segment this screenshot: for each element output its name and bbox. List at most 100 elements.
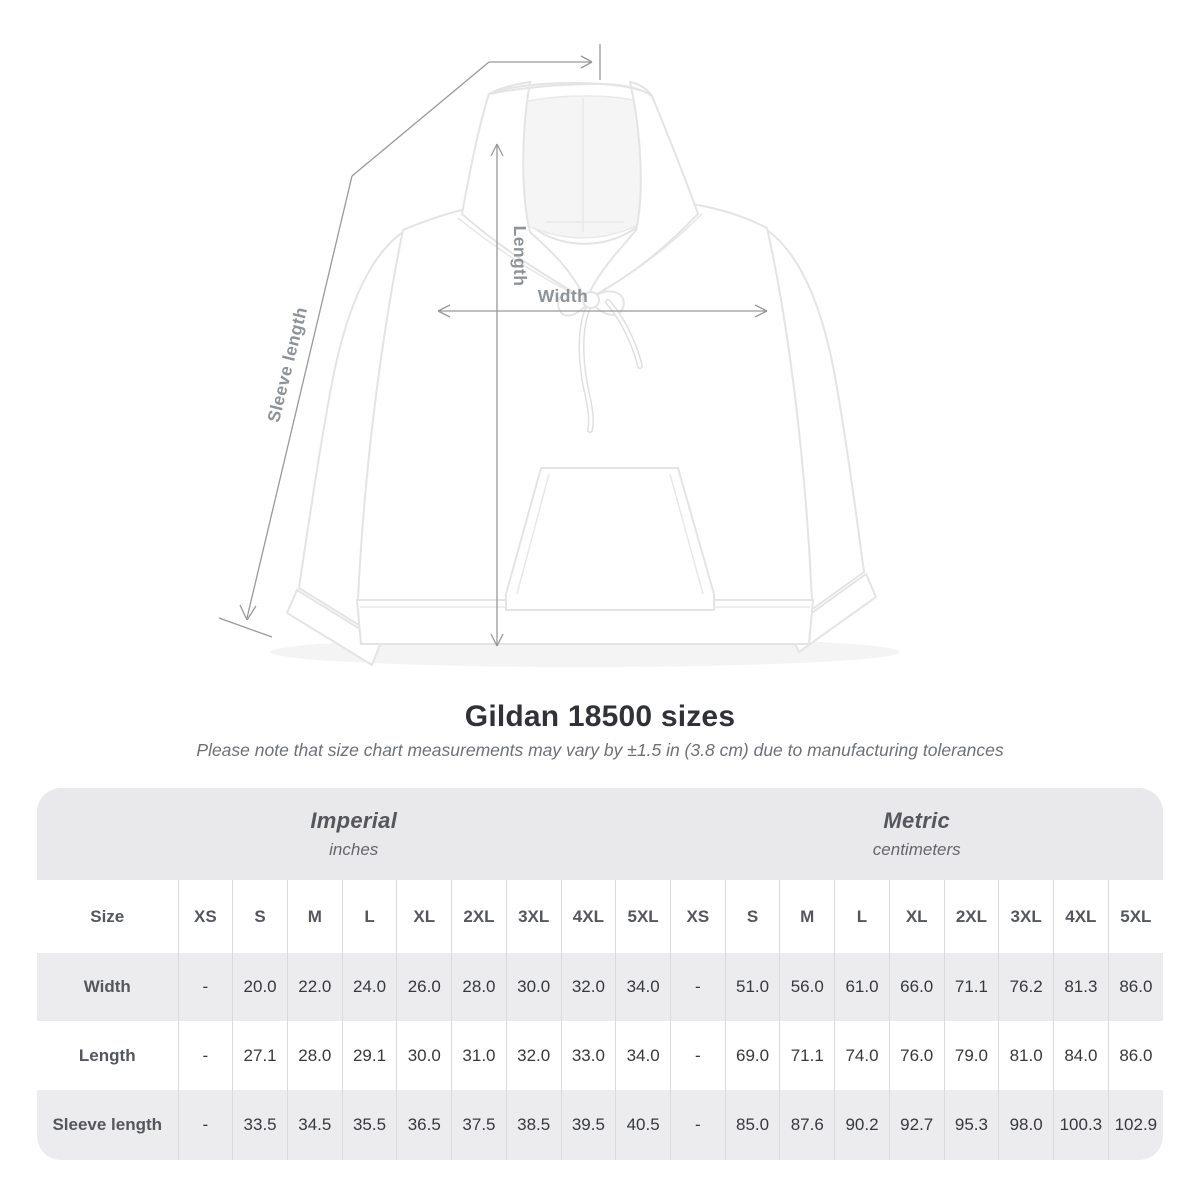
- size-table-grid: Imperial inches Metric centimeters Size …: [37, 788, 1163, 1160]
- metric-unit: centimeters: [872, 840, 961, 859]
- size-header: XS: [669, 880, 726, 953]
- row-label: Sleeve length: [37, 1090, 178, 1160]
- value-cell: 51.0: [724, 953, 780, 1021]
- value-cell: 84.0: [1053, 1021, 1109, 1090]
- value-cell: 30.0: [505, 953, 562, 1021]
- value-cell: 87.6: [779, 1090, 835, 1160]
- value-cell: 38.5: [505, 1090, 562, 1160]
- size-header: S: [724, 880, 780, 953]
- size-header: 2XL: [943, 880, 999, 953]
- value-cell: 33.5: [232, 1090, 288, 1160]
- value-cell: 76.2: [998, 953, 1054, 1021]
- length-line: [490, 143, 504, 647]
- table-row-width: Width - 20.0 22.0 24.0 26.0 28.0 30.0 32…: [37, 953, 1163, 1021]
- value-cell: 81.3: [1053, 953, 1109, 1021]
- value-cell: 39.5: [560, 1090, 616, 1160]
- value-cell: -: [177, 1021, 233, 1090]
- hood-right: [583, 80, 700, 303]
- value-cell: 102.9: [1107, 1090, 1163, 1160]
- value-cell: 33.0: [560, 1021, 616, 1090]
- value-cell: 32.0: [560, 953, 616, 1021]
- bow-knot: [582, 291, 600, 309]
- size-header: XS: [177, 880, 233, 953]
- value-cell: -: [177, 953, 233, 1021]
- size-header: 5XL: [1107, 880, 1163, 953]
- width-line: [437, 304, 768, 318]
- left-cuff: [285, 588, 383, 667]
- hoodie-illustration: [270, 80, 900, 667]
- size-column-label: Size: [37, 880, 178, 953]
- drawstrings: [557, 290, 643, 433]
- value-cell: 30.0: [396, 1021, 452, 1090]
- value-cell: 40.5: [615, 1090, 671, 1160]
- hood-inner-seam: [546, 98, 624, 232]
- tolerance-note: Please note that size chart measurements…: [196, 740, 1004, 760]
- imperial-unit: inches: [329, 840, 379, 859]
- size-table: Imperial inches Metric centimeters Size …: [37, 788, 1163, 1160]
- value-cell: 86.0: [1107, 953, 1163, 1021]
- length-label: Length: [510, 226, 530, 287]
- value-cell: 74.0: [834, 1021, 890, 1090]
- value-cell: 61.0: [834, 953, 890, 1021]
- value-cell: 37.5: [451, 1090, 507, 1160]
- unit-group-metric: Metric centimeters: [670, 788, 1163, 880]
- size-header: 4XL: [1053, 880, 1109, 953]
- size-header: S: [232, 880, 288, 953]
- value-cell: 81.0: [998, 1021, 1054, 1090]
- size-header: M: [779, 880, 835, 953]
- size-header: XL: [888, 880, 945, 953]
- size-header: 3XL: [505, 880, 562, 953]
- value-cell: 28.0: [451, 953, 507, 1021]
- right-string-highlight: [606, 300, 642, 368]
- sleeve-length-label: Sleeve length: [263, 305, 311, 424]
- value-cell: 79.0: [943, 1021, 999, 1090]
- value-cell: 32.0: [505, 1021, 562, 1090]
- hood-left: [460, 80, 589, 303]
- value-cell: 92.7: [888, 1090, 945, 1160]
- value-cell: 85.0: [724, 1090, 780, 1160]
- pocket-stitching: [516, 473, 704, 595]
- imperial-label: Imperial: [310, 808, 398, 833]
- value-cell: 27.1: [232, 1021, 288, 1090]
- value-cell: 35.5: [341, 1090, 397, 1160]
- value-cell: 29.1: [341, 1021, 397, 1090]
- hood-top: [488, 82, 653, 97]
- value-cell: 34.0: [615, 1021, 671, 1090]
- value-cell: 56.0: [779, 953, 835, 1021]
- value-cell: 95.3: [943, 1090, 999, 1160]
- left-string-highlight: [580, 302, 593, 432]
- value-cell: 31.0: [451, 1021, 507, 1090]
- value-cell: 36.5: [396, 1090, 452, 1160]
- metric-label: Metric: [883, 808, 951, 833]
- size-header: 5XL: [615, 880, 671, 953]
- kangaroo-pocket: [505, 467, 715, 611]
- value-cell: 28.0: [286, 1021, 343, 1090]
- value-cell: 100.3: [1053, 1090, 1109, 1160]
- row-label: Width: [37, 953, 178, 1021]
- value-cell: 98.0: [998, 1090, 1054, 1160]
- value-cell: 34.0: [615, 953, 671, 1021]
- size-header: L: [834, 880, 890, 953]
- value-cell: 34.5: [286, 1090, 343, 1160]
- size-header: XL: [396, 880, 452, 953]
- size-header: 2XL: [451, 880, 507, 953]
- hoodie-measurement-diagram: Sleeve length Length Width: [218, 44, 900, 667]
- value-cell: 22.0: [286, 953, 343, 1021]
- row-label: Length: [78, 1045, 136, 1065]
- value-cell: 86.0: [1107, 1021, 1163, 1090]
- size-header: 4XL: [560, 880, 616, 953]
- value-cell: 24.0: [341, 953, 397, 1021]
- value-cell: -: [669, 953, 726, 1021]
- size-header: M: [286, 880, 343, 953]
- value-cell: -: [669, 1090, 726, 1160]
- table-row-length: Length - 27.1 28.0 29.1 30.0 31.0 32.0 3…: [37, 1021, 1163, 1090]
- width-label: Width: [538, 286, 588, 306]
- value-cell: 71.1: [779, 1021, 835, 1090]
- unit-header-row: Imperial inches Metric centimeters: [37, 788, 1163, 880]
- size-header: L: [341, 880, 397, 953]
- value-cell: -: [177, 1090, 233, 1160]
- size-header-row: Size XS S M L XL 2XL 3XL 4XL 5XL XS S M …: [37, 880, 1163, 953]
- value-cell: 26.0: [396, 953, 452, 1021]
- value-cell: -: [669, 1021, 726, 1090]
- sleeve-length-line: [218, 44, 601, 638]
